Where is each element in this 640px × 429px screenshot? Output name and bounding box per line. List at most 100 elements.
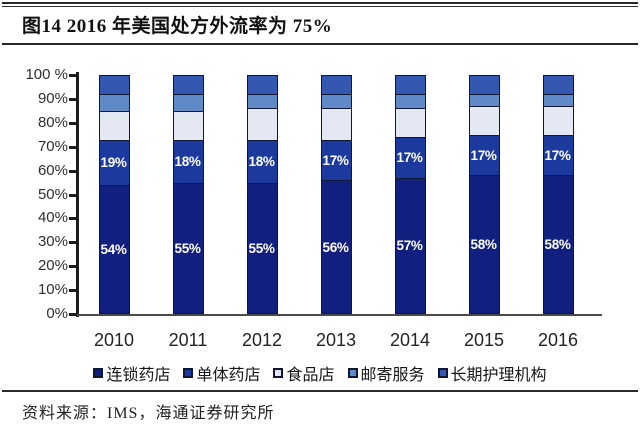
bar-segment [468, 94, 500, 107]
bar-segment-label: 57% [396, 238, 423, 254]
bar-segment [468, 106, 500, 135]
y-tick-mark [69, 97, 77, 101]
bar-segment: 58% [542, 175, 574, 314]
y-tick-label: 50% [37, 185, 68, 203]
y-tick-mark [69, 289, 77, 293]
bar-segment-label: 17% [396, 150, 423, 166]
bar-segment: 55% [246, 182, 278, 314]
y-tick-label: 30% [37, 233, 68, 251]
y-tick-label: 70% [37, 137, 68, 155]
bar-segment [98, 75, 130, 95]
bar-segment: 18% [246, 139, 278, 183]
bar-2014: 57% 17% [394, 75, 426, 314]
y-tick-mark [69, 169, 77, 173]
footer-rule [2, 390, 638, 392]
bar-segment-label: 58% [470, 237, 497, 253]
legend-item: 连锁药店 [93, 361, 170, 385]
x-axis-line [76, 314, 602, 316]
y-tick-label: 0% [46, 305, 68, 322]
bar-segment-label: 17% [544, 148, 571, 164]
bar-segment [172, 94, 204, 111]
legend-swatch [93, 368, 104, 378]
legend-label: 食品店 [286, 367, 335, 384]
bar-segment-label: 55% [248, 240, 275, 256]
bar-segment [542, 75, 574, 95]
y-tick-label: 10% [37, 281, 68, 299]
bar-segment [98, 94, 130, 111]
x-tick-label: 2012 [241, 330, 283, 350]
bar-segment: 57% [394, 177, 426, 314]
bar-2011: 55% 18% [172, 75, 204, 314]
x-tick-label: 2010 [93, 330, 135, 350]
y-axis-line [76, 72, 79, 317]
bar-segment: 56% [320, 180, 352, 314]
bar-segment-label: 17% [322, 152, 349, 168]
y-tick-label: 20% [37, 257, 68, 275]
legend-label: 单体药店 [196, 367, 261, 384]
bar-segment [394, 108, 426, 138]
bar-segment-label: 55% [174, 240, 201, 256]
x-tick-label: 2013 [315, 330, 357, 350]
bar-segment [172, 75, 204, 95]
y-tick-label: 40% [37, 209, 68, 227]
bar-segment [246, 108, 278, 140]
y-tick-mark [69, 193, 77, 197]
figure-title: 图14 2016 年美国处方外流率为 75% [22, 16, 333, 37]
bar-2016: 58% 17% [542, 75, 574, 314]
bar-segment: 17% [468, 134, 500, 176]
legend-label: 长期护理机构 [450, 367, 547, 384]
bar-segment-label: 19% [100, 155, 127, 171]
bar-segment-label: 17% [470, 148, 497, 164]
bar-2015: 58% 17% [468, 75, 500, 314]
y-tick-mark [69, 145, 77, 149]
bar-segment: 55% [172, 182, 204, 314]
y-tick-label: 60% [37, 161, 68, 179]
bar-segment: 17% [542, 134, 574, 176]
bar-2013: 56% 17% [320, 75, 352, 314]
y-tick-mark [69, 241, 77, 245]
chart-legend: 连锁药店 单体药店 食品店 邮寄服务 长期护理机构 [0, 361, 640, 385]
legend-swatch [437, 368, 448, 378]
bar-segment [98, 110, 130, 140]
bar-segment [320, 108, 352, 140]
bar-segment-label: 18% [174, 154, 201, 170]
bar-segment [320, 75, 352, 95]
bar-segment: 17% [394, 137, 426, 178]
x-tick-label: 2016 [537, 330, 579, 350]
bar-2012: 55% 18% [246, 75, 278, 314]
y-tick-mark [69, 74, 77, 77]
stacked-bar-chart: 0% 10% 20% 30% 40% 50% 60% 70% 80% 90% 100 % 54% 19%… [0, 55, 640, 355]
bar-segment [394, 75, 426, 95]
legend-item: 邮寄服务 [347, 361, 425, 385]
legend-swatch [273, 368, 284, 378]
y-tick-label: 90% [37, 89, 68, 107]
y-tick-mark [69, 313, 77, 316]
bar-segment [246, 75, 278, 95]
bar-segment-label: 56% [322, 239, 349, 255]
bar-2010: 54% 19% [98, 75, 130, 314]
legend-item: 长期护理机构 [437, 361, 547, 385]
y-tick-label: 100 % [25, 66, 68, 83]
legend-swatch [183, 368, 194, 378]
title-divider-rule [2, 43, 638, 45]
y-tick-label: 80% [37, 113, 68, 131]
legend-label: 邮寄服务 [360, 367, 425, 384]
legend-label: 连锁药店 [106, 367, 171, 384]
bar-segment [468, 75, 500, 95]
bar-segment-label: 18% [248, 154, 275, 170]
bar-segment: 18% [172, 139, 204, 183]
bar-segment: 17% [320, 139, 352, 181]
y-tick-mark [69, 121, 77, 125]
bar-segment: 58% [468, 175, 500, 314]
y-tick-mark [69, 217, 77, 221]
x-tick-label: 2015 [463, 330, 505, 350]
legend-item: 单体药店 [183, 361, 260, 385]
bar-segment [246, 94, 278, 109]
top-rule-inner [2, 6, 638, 7]
bar-segment [172, 110, 204, 140]
bar-segment [542, 106, 574, 135]
top-rule [2, 2, 638, 4]
bar-segment [542, 94, 574, 107]
source-note: 资料来源：IMS，海通证券研究所 [22, 405, 275, 422]
